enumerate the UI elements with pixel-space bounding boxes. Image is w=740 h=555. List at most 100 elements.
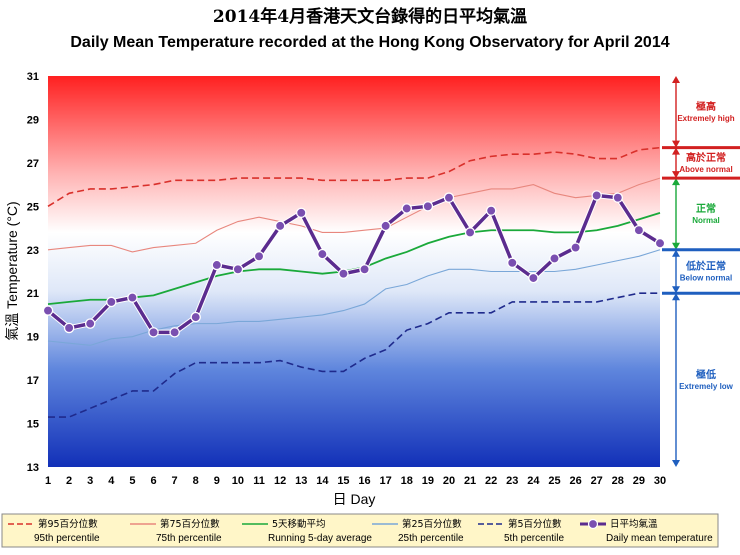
data-point [464, 227, 476, 238]
x-tick-label: 6 [150, 475, 156, 487]
y-tick-label: 29 [27, 114, 39, 126]
x-tick-label: 21 [464, 475, 476, 487]
y-tick-label: 23 [27, 245, 39, 257]
legend-item-mean: 日平均氣溫 Daily mean temperature [580, 518, 713, 544]
data-point [654, 238, 666, 249]
series-line-p5 [48, 292, 660, 418]
data-point [401, 203, 413, 214]
legend-item-run5: 5天移動平均 Running 5-day average [242, 518, 372, 544]
x-tick-label: 24 [527, 475, 540, 487]
x-tick-label: 18 [401, 475, 413, 487]
series-layer [42, 146, 666, 418]
data-point [507, 257, 518, 269]
legend-item-p75: 第75百分位數 75th percentile [130, 518, 222, 544]
x-tick-label: 10 [232, 475, 244, 487]
annotation-label-en: Below normal [680, 274, 732, 283]
x-axis-ticks: 1 2 3 4 5 6 7 8 9 10 11 12 13 14 15 16 17 18 19 20 21 22 23 24 2… [45, 475, 666, 487]
annotation-label-en: Extremely low [679, 382, 734, 391]
annotation-label-zh: 正常 [696, 202, 716, 215]
chart-title-chinese: 2014年4月香港天文台錄得的日平均氣溫 [213, 6, 527, 27]
x-tick-label: 12 [274, 475, 286, 487]
data-point [485, 205, 497, 216]
x-tick-label: 4 [108, 475, 115, 487]
data-point [591, 190, 602, 201]
data-point [253, 251, 265, 262]
y-tick-label: 13 [27, 462, 39, 474]
data-point [380, 220, 391, 232]
x-tick-label: 9 [214, 475, 220, 487]
legend-label-zh: 日平均氣溫 [610, 518, 658, 530]
legend-label-zh: 第95百分位數 [38, 518, 98, 530]
y-tick-label: 19 [27, 332, 39, 344]
data-point [169, 327, 180, 338]
data-point [570, 242, 581, 253]
legend-label-en: Daily mean temperature [606, 533, 713, 544]
x-tick-label: 5 [129, 475, 135, 487]
series-p95 [47, 146, 661, 208]
data-point [612, 192, 624, 203]
y-tick-label: 21 [27, 288, 39, 300]
x-tick-label: 28 [612, 475, 624, 487]
x-tick-label: 22 [485, 475, 497, 487]
data-point [106, 296, 117, 308]
annotation-label-zh: 極高 [696, 100, 716, 113]
series-line-p95 [47, 146, 661, 208]
y-tick-label: 25 [27, 201, 39, 213]
series-p75 [47, 177, 661, 253]
annotation-label-zh: 極低 [696, 368, 716, 381]
legend-label-zh: 第25百分位數 [402, 518, 462, 530]
legend-label-zh: 第5百分位數 [508, 518, 562, 530]
x-tick-label: 13 [295, 475, 307, 487]
data-point [42, 305, 54, 316]
y-tick-label: 17 [27, 375, 39, 387]
data-point [127, 292, 138, 303]
x-tick-label: 25 [548, 475, 560, 487]
annotation-label-en: Normal [692, 216, 720, 225]
data-point [232, 264, 244, 275]
data-point [528, 272, 539, 284]
data-point [549, 253, 560, 264]
legend-label-en: Running 5-day average [268, 533, 372, 544]
x-tick-label: 19 [422, 475, 434, 487]
x-tick-label: 2 [66, 475, 72, 487]
series-line-p75 [47, 177, 661, 253]
data-point [148, 327, 159, 338]
data-point [338, 268, 349, 279]
data-point [63, 322, 75, 334]
legend-item-p25: 第25百分位數 25th percentile [372, 518, 464, 544]
x-tick-label: 29 [633, 475, 645, 487]
legend-label-en: 95th percentile [34, 533, 100, 544]
x-axis-label: 日 Day [333, 491, 376, 507]
chart-title-english: Daily Mean Temperature recorded at the H… [70, 34, 669, 51]
annotation-label-zh: 高於正常 [686, 151, 726, 164]
x-tick-label: 17 [380, 475, 392, 487]
legend-item-p5: 第5百分位數 5th percentile [478, 518, 564, 544]
x-tick-label: 23 [506, 475, 518, 487]
data-point [274, 220, 286, 232]
x-tick-label: 15 [337, 475, 349, 487]
data-point [295, 207, 307, 219]
annotation-label-zh: 低於正常 [685, 260, 726, 273]
data-point [443, 192, 455, 203]
x-tick-label: 7 [172, 475, 178, 487]
y-tick-label: 27 [27, 158, 39, 170]
series-mean [42, 190, 666, 338]
x-tick-label: 26 [569, 475, 581, 487]
legend-label-zh: 5天移動平均 [272, 518, 326, 530]
data-point [190, 311, 201, 323]
legend-box [1, 513, 719, 548]
x-tick-label: 27 [591, 475, 603, 487]
legend-label-en: 5th percentile [504, 533, 564, 544]
legend-label-zh: 第75百分位數 [160, 518, 220, 530]
data-point [359, 264, 370, 275]
x-tick-label: 11 [253, 475, 265, 487]
y-axis-ticks: 13 15 17 19 21 23 25 27 29 31 [27, 71, 39, 474]
legend-label-en: 75th percentile [156, 533, 222, 544]
y-tick-label: 31 [27, 71, 39, 83]
data-point [211, 259, 223, 271]
